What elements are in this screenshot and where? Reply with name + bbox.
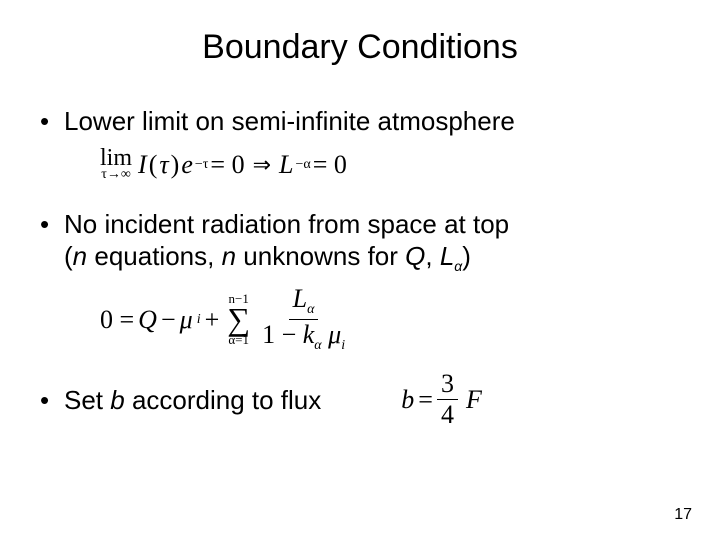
sum-operator: n−1 ∑ α=1 — [227, 293, 250, 345]
bullet-2-Q: Q — [405, 241, 425, 271]
bullet-2-mid2: unknowns for — [236, 241, 405, 271]
eq2-i: i — [197, 312, 201, 328]
eq3-b: b — [401, 385, 414, 415]
eq2-den-pre: 1 − — [262, 320, 303, 349]
eq2-minus: − — [161, 305, 176, 335]
eq1-neg-alpha: −α — [296, 157, 311, 173]
bullet-2-comma: , — [425, 241, 439, 271]
eq1-rparen: ) — [171, 150, 180, 180]
eq3-den: 4 — [437, 400, 458, 428]
bullet-3-row: Set b according to flux b = 3 4 F — [40, 371, 680, 428]
eq1-equals-zero: = 0 — [210, 150, 244, 180]
bullet-2-n1: n — [73, 241, 87, 271]
eq3-F: F — [466, 385, 482, 415]
page-number: 17 — [674, 506, 692, 524]
eq1-exp: −τ — [195, 157, 209, 173]
bullet-2: No incident radiation from space at top … — [40, 208, 680, 276]
eq2-den-alpha: α — [314, 338, 321, 353]
bullet-1: Lower limit on semi-infinite atmosphere — [40, 105, 680, 138]
eq2-Q: Q — [138, 305, 157, 335]
eq3-num: 3 — [437, 371, 458, 400]
eq2-den-k: k — [303, 320, 315, 349]
equation-2: 0 = Q − μ i + n−1 ∑ α=1 Lα 1 − kα μi — [100, 286, 680, 353]
eq2-denominator: 1 − kα μi — [258, 320, 349, 353]
eq3-fraction: 3 4 — [437, 371, 458, 428]
equation-3: b = 3 4 F — [401, 371, 482, 428]
bullet-3-post: according to flux — [125, 385, 322, 415]
slide: Boundary Conditions Lower limit on semi-… — [0, 0, 720, 540]
eq2-num-L: L — [293, 284, 307, 313]
eq3-eq: = — [418, 385, 433, 415]
bullet-3-b: b — [110, 385, 124, 415]
eq1-implies-arrow: ⇒ — [253, 152, 271, 178]
sum-symbol: ∑ — [227, 305, 250, 334]
lim-operator: lim τ→∞ — [100, 148, 132, 182]
eq2-zero-eq: 0 = — [100, 305, 134, 335]
eq1-lparen: ( — [149, 150, 158, 180]
bullet-2-line1: No incident radiation from space at top — [64, 209, 509, 239]
sum-bottom: α=1 — [228, 334, 249, 346]
eq1-tau: τ — [159, 150, 168, 180]
eq2-numerator: Lα — [289, 286, 319, 320]
eq2-num-alpha: α — [307, 302, 314, 317]
eq2-den-i: i — [341, 338, 345, 353]
eq2-mu: μ — [180, 305, 193, 335]
bullet-2-mid1: equations, — [87, 241, 221, 271]
lim-subscript: τ→∞ — [101, 169, 131, 182]
eq1-I: I — [138, 150, 147, 180]
bullet-2-L: L — [440, 241, 454, 271]
eq1-equals-zero-b: = 0 — [313, 150, 347, 180]
bullet-2-n2: n — [222, 241, 236, 271]
eq1-L: L — [279, 150, 293, 180]
eq2-plus: + — [205, 305, 220, 335]
bullet-3: Set b according to flux — [40, 384, 321, 417]
bullet-2-open: ( — [64, 241, 73, 271]
bullet-2-close: ) — [462, 241, 471, 271]
slide-title: Boundary Conditions — [40, 28, 680, 67]
lim-word: lim — [100, 148, 132, 170]
eq2-den-mu: μ — [322, 320, 342, 349]
bullet-3-pre: Set — [64, 385, 110, 415]
eq2-fraction: Lα 1 − kα μi — [258, 286, 349, 353]
equation-1: lim τ→∞ I ( τ ) e −τ = 0 ⇒ L −α = 0 — [100, 148, 680, 182]
eq1-e: e — [181, 150, 193, 180]
